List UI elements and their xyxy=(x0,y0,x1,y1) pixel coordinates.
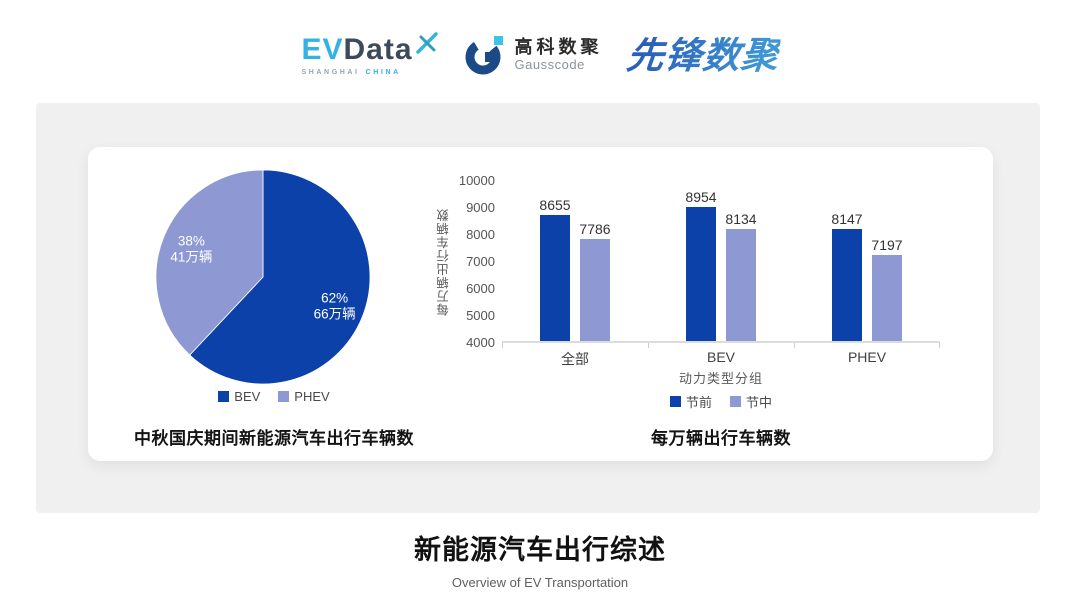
x-spark-icon xyxy=(415,31,438,54)
pie-svg: 62% 66万辆 38% 41万辆 xyxy=(156,170,370,384)
pie-legend: BEV PHEV xyxy=(88,389,460,404)
legend-item: PHEV xyxy=(278,389,330,404)
bar-节前-BEV xyxy=(686,207,716,341)
bar-group-BEV xyxy=(686,179,756,341)
bar-group-PHEV xyxy=(832,179,902,341)
evdata-wordmark: EV Data xyxy=(301,31,438,66)
x-tick-label-全部: 全部 xyxy=(561,351,589,367)
y-tick-label: 10000 xyxy=(458,173,495,188)
y-tick-label: 9000 xyxy=(466,200,495,215)
y-tick-label: 8000 xyxy=(466,227,495,242)
x-axis-tick xyxy=(648,343,649,348)
bar-value-label: 7786 xyxy=(579,220,611,237)
pie-chart-title: 中秋国庆期间新能源汽车出行车辆数 xyxy=(134,429,414,448)
bar-group-全部 xyxy=(540,179,610,341)
pie-slice-phev xyxy=(156,170,264,356)
evdata-shanghai-text: SHANGHAI xyxy=(301,68,360,76)
evdata-china-text: CHINA xyxy=(365,68,401,76)
pie-chart: 62% 66万辆 38% 41万辆 BEV PHEV 中秋国庆期间新能源汽车出行车辆数 xyxy=(88,147,460,461)
bar-value-label: 8147 xyxy=(831,211,863,228)
legend-item: BEV xyxy=(218,389,260,404)
pie-slice-bev xyxy=(189,170,370,384)
footer-subtitle: Overview of EV Transportation xyxy=(451,575,629,590)
gausscode-text: 高科数聚 Gausscode xyxy=(515,37,603,73)
bar-chart-title: 每万辆出行车辆数 xyxy=(651,429,791,448)
y-tick-label: 4000 xyxy=(466,335,495,350)
legend-swatch xyxy=(218,391,230,402)
legend-swatch xyxy=(669,396,681,407)
bar-节中-全部 xyxy=(580,238,610,341)
bar-节前-PHEV xyxy=(832,229,862,341)
bar-plot-area: 8655 7786 8954 8134 8147 7197 xyxy=(502,179,940,348)
legend-label: BEV xyxy=(234,389,261,404)
bar-节中-BEV xyxy=(726,229,756,341)
bar-x-axis-label: 动力类型分组 xyxy=(678,371,763,386)
legend-swatch xyxy=(730,396,741,407)
footer-title: 新能源汽车出行综述 xyxy=(414,535,666,565)
pie-slice-value-label: 38% 41万辆 xyxy=(170,234,212,265)
x-axis-tick xyxy=(939,343,940,348)
header-logos: EV Data SHANGHAI CHINA 高科数聚 Gausscode 先锋数… xyxy=(0,24,1080,86)
bar-value-label: 8655 xyxy=(539,197,571,214)
x-tick-label-PHEV: PHEV xyxy=(847,349,887,365)
x-tick-label-BEV: BEV xyxy=(706,349,735,365)
bar-chart: 每万辆出行车辆数 4000 5000 6000 7000 8000 9000 10000 8… xyxy=(430,147,970,461)
evdata-ev-text: EV xyxy=(301,32,344,66)
legend-item: 节前 xyxy=(669,392,712,411)
bar-y-ticks: 4000 5000 6000 7000 8000 9000 10000 xyxy=(440,173,495,350)
y-tick-label: 5000 xyxy=(466,308,495,323)
bar-节前-全部 xyxy=(540,215,570,341)
y-tick-label: 7000 xyxy=(466,254,495,269)
bar-value-label: 7197 xyxy=(871,236,903,253)
bar-value-label: 8134 xyxy=(725,211,757,228)
legend-item: 节中 xyxy=(730,392,772,411)
evdata-subtitle: SHANGHAI CHINA xyxy=(301,69,438,76)
legend-swatch xyxy=(278,391,290,402)
y-tick-label: 6000 xyxy=(466,281,495,296)
legend-label: PHEV xyxy=(294,389,330,404)
footer: 新能源汽车出行综述 Overview of EV Transportation xyxy=(0,528,1080,590)
x-axis-tick xyxy=(502,343,503,348)
gausscode-cn-name: 高科数聚 xyxy=(514,37,603,58)
gausscode-en-name: Gausscode xyxy=(514,56,585,72)
bar-value-label: 8954 xyxy=(685,189,717,206)
x-axis-tick xyxy=(794,343,795,348)
evdata-data-text: Data xyxy=(343,32,413,66)
gausscode-g-icon xyxy=(465,36,503,75)
legend-label: 节前 xyxy=(685,395,712,410)
xianfeng-logo: 先锋数聚 xyxy=(624,34,781,76)
evdata-logo: EV Data SHANGHAI CHINA xyxy=(301,31,438,76)
bar-节中-PHEV xyxy=(872,254,902,341)
gausscode-logo: 高科数聚 Gausscode xyxy=(463,33,603,77)
pie-slice-value-label: 62% 66万辆 xyxy=(314,290,356,321)
bar-legend: 节前 节中 xyxy=(502,392,940,411)
legend-label: 节中 xyxy=(746,395,773,410)
